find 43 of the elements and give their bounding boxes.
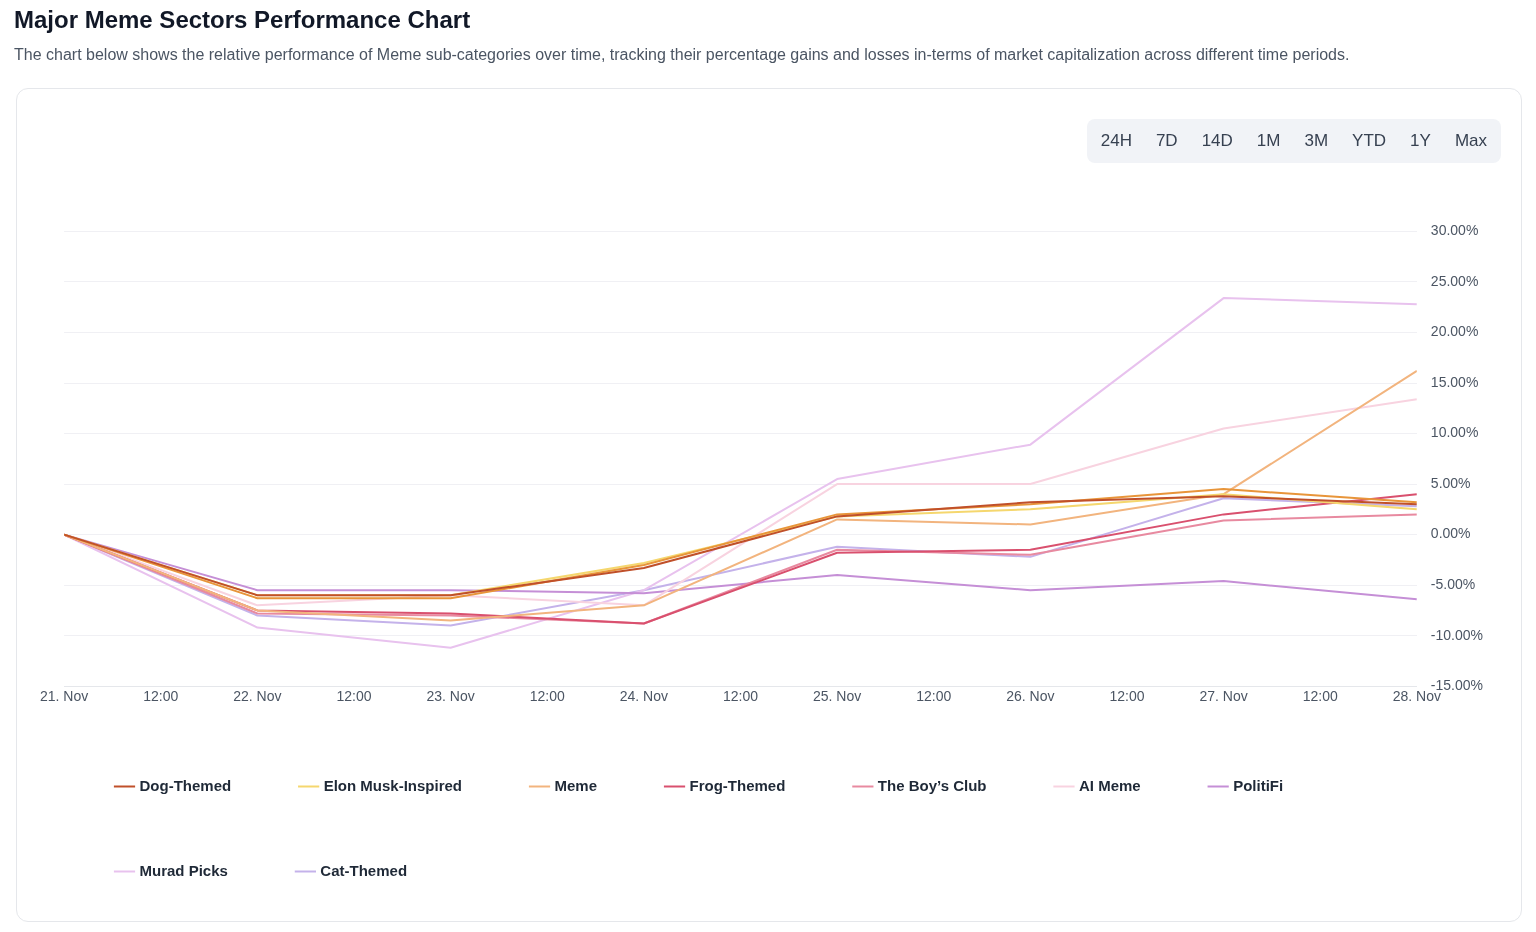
text: 14D	[1200, 130, 1234, 152]
legend-label: Murad Picks	[139, 861, 228, 879]
x-tick-label: 12:00	[1109, 688, 1145, 705]
legend-label: PolitiFi	[1233, 776, 1284, 794]
y-tick-label: 15.00%	[1430, 373, 1479, 390]
x-tick-label: 22. Nov	[233, 688, 282, 705]
legend-label: Dog-Themed	[139, 776, 232, 794]
text: 1M	[1255, 130, 1282, 152]
x-tick-label: 23. Nov	[426, 688, 475, 705]
y-tick-label: 20.00%	[1430, 323, 1479, 340]
x-tick-label: 12:00	[529, 688, 565, 705]
y-tick-label: -10.00%	[1430, 626, 1484, 643]
x-tick-label: 12:00	[722, 688, 759, 705]
y-tick-label: 30.00%	[1430, 222, 1479, 239]
legend-label: Cat-Themed	[320, 861, 408, 879]
text: 7D	[1154, 130, 1179, 152]
x-tick-label: 12:00	[143, 688, 179, 705]
x-tick-label: 25. Nov	[812, 688, 862, 705]
x-tick-label: 27. Nov	[1199, 688, 1248, 705]
x-tick-label: 21. Nov	[40, 688, 89, 705]
y-tick-label: -15.00%	[1430, 677, 1484, 694]
legend-label: Frog-Themed	[689, 776, 786, 794]
x-tick-label: 12:00	[336, 688, 372, 705]
x-tick-label: 12:00	[1302, 688, 1338, 705]
y-tick-label: 25.00%	[1430, 272, 1479, 289]
chart-subtitle: The chart below shows the relative performance of Meme sub-categories over time, tracking their percentage gains and losses in-terms of market capitalization across different time periods.	[14, 46, 1350, 64]
legend-label: The Boy’s Club	[877, 776, 987, 794]
chart-title: Major Meme Sectors Performance Chart	[14, 6, 471, 34]
legend-label: Meme	[554, 776, 598, 794]
legend-label: Elon Musk-Inspired	[323, 776, 463, 794]
text: 1Y	[1409, 130, 1432, 152]
text: YTD	[1351, 130, 1388, 152]
text: Max	[1453, 130, 1488, 152]
x-tick-label: 24. Nov	[619, 688, 668, 705]
y-tick-label: 0.00%	[1430, 525, 1471, 542]
x-tick-label: 26. Nov	[1006, 688, 1055, 705]
legend-label: AI Meme	[1078, 776, 1141, 794]
y-tick-label: 10.00%	[1430, 424, 1479, 441]
y-tick-label: 5.00%	[1430, 474, 1471, 491]
y-tick-label: -5.00%	[1430, 575, 1476, 592]
x-tick-label: 12:00	[916, 688, 952, 705]
text: 3M	[1303, 130, 1330, 152]
text: 24H	[1099, 130, 1133, 152]
